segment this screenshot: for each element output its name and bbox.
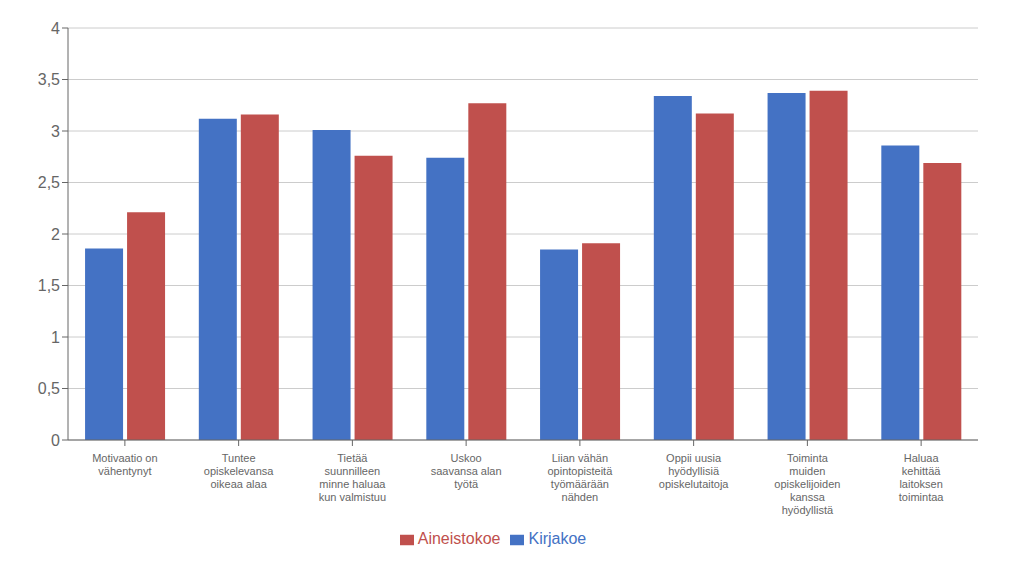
svg-text:4: 4 xyxy=(51,20,60,37)
svg-text:Tietääsuunnilleenminne haluaak: Tietääsuunnilleenminne haluaakun valmist… xyxy=(319,452,387,503)
svg-text:0: 0 xyxy=(51,432,60,449)
svg-text:Liian vähänopintopisteitätyömä: Liian vähänopintopisteitätyömääräännähde… xyxy=(547,452,613,503)
svg-text:3,5: 3,5 xyxy=(38,71,60,88)
svg-text:3: 3 xyxy=(51,123,60,140)
svg-text:Uskoosaavansa alantyötä: Uskoosaavansa alantyötä xyxy=(431,452,502,490)
svg-text:0,5: 0,5 xyxy=(38,380,60,397)
html-text:Aineistokoe: Aineistokoe xyxy=(417,530,501,547)
html-text:Kirjakoe: Kirjakoe xyxy=(528,530,587,547)
svg-text:1,5: 1,5 xyxy=(38,277,60,294)
svg-text:Motivaatio onvähentynyt: Motivaatio onvähentynyt xyxy=(92,452,157,477)
svg-text:Haluaakehittäälaitoksentoimint: Haluaakehittäälaitoksentoimintaa xyxy=(899,452,945,503)
svg-text:Tunteeopiskelevansaoikeaa alaa: Tunteeopiskelevansaoikeaa alaa xyxy=(204,452,275,490)
svg-text:1: 1 xyxy=(51,329,60,346)
svg-text:Oppii uusiahyödyllisiäopiskelu: Oppii uusiahyödyllisiäopiskelutaitoja xyxy=(659,452,730,490)
svg-text:2: 2 xyxy=(51,226,60,243)
svg-text:2,5: 2,5 xyxy=(38,174,60,191)
svg-text:Toimintamuidenopiskelijoidenka: Toimintamuidenopiskelijoidenkanssahyödyl… xyxy=(774,452,840,516)
